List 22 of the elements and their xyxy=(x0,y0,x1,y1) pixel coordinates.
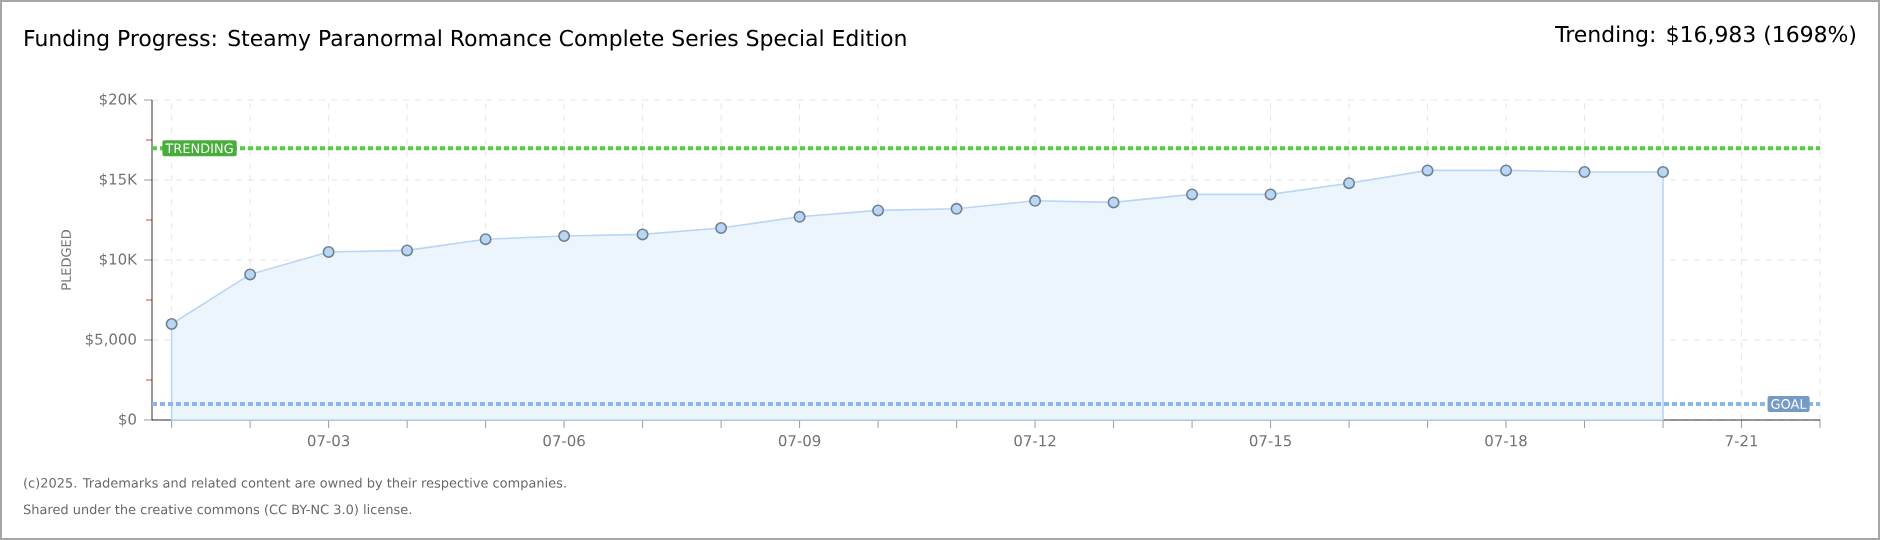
point xyxy=(165,318,178,330)
point xyxy=(1029,194,1042,207)
point xyxy=(1578,166,1591,178)
point xyxy=(1343,177,1356,190)
point xyxy=(244,268,257,281)
point xyxy=(793,210,806,223)
point xyxy=(715,222,728,234)
point xyxy=(558,230,571,242)
point xyxy=(1657,166,1670,178)
point xyxy=(1186,188,1199,201)
point xyxy=(1107,196,1120,209)
point xyxy=(322,246,335,258)
point xyxy=(479,233,492,246)
chart-title: Funding Progress: Steamy Paranormal Romance Complete Series Special Edition xyxy=(25,29,906,51)
point xyxy=(872,204,885,217)
point xyxy=(1500,164,1513,177)
point xyxy=(950,202,963,215)
point xyxy=(636,228,649,241)
point xyxy=(1264,188,1277,201)
point xyxy=(401,244,414,257)
chart-subtitle: Trending: $16,983 (1698%) xyxy=(1555,25,1856,47)
point xyxy=(1421,164,1434,177)
